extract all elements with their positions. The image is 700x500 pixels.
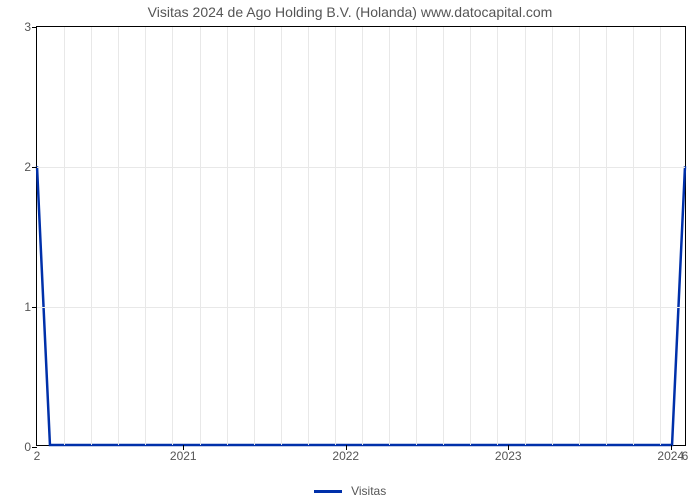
gridline-v	[362, 27, 363, 445]
gridline-v	[281, 27, 282, 445]
y-tick-mark	[32, 27, 37, 28]
gridline-v	[470, 27, 471, 445]
gridline-v	[416, 27, 417, 445]
gridline-h	[37, 167, 685, 168]
gridline-h	[37, 307, 685, 308]
gridline-v	[660, 27, 661, 445]
gridline-v	[145, 27, 146, 445]
x-tick-label: 2023	[495, 445, 522, 463]
gridline-v	[118, 27, 119, 445]
gridline-v	[525, 27, 526, 445]
legend-swatch	[314, 490, 342, 493]
legend-label: Visitas	[351, 484, 386, 498]
gridline-v	[389, 27, 390, 445]
gridline-v	[606, 27, 607, 445]
gridline-v	[227, 27, 228, 445]
chart-container: Visitas 2024 de Ago Holding B.V. (Holand…	[0, 0, 700, 500]
gridline-v	[64, 27, 65, 445]
gridline-v	[552, 27, 553, 445]
gridline-v	[443, 27, 444, 445]
y-tick-mark	[32, 167, 37, 168]
gridline-v	[308, 27, 309, 445]
line-series	[37, 27, 685, 445]
gridline-v	[579, 27, 580, 445]
x-tick-label: 2022	[332, 445, 359, 463]
gridline-v	[254, 27, 255, 445]
gridline-v	[633, 27, 634, 445]
chart-title: Visitas 2024 de Ago Holding B.V. (Holand…	[0, 4, 700, 20]
x-tick-label: 2024	[657, 445, 684, 463]
y-tick-mark	[32, 447, 37, 448]
gridline-v	[172, 27, 173, 445]
plot-area: 2 6 01232021202220232024	[36, 26, 686, 446]
legend: Visitas	[0, 483, 700, 498]
y-tick-mark	[32, 307, 37, 308]
gridline-v	[497, 27, 498, 445]
series-line	[37, 166, 685, 445]
gridline-v	[200, 27, 201, 445]
gridline-v	[91, 27, 92, 445]
x-tick-label: 2021	[170, 445, 197, 463]
gridline-v	[335, 27, 336, 445]
